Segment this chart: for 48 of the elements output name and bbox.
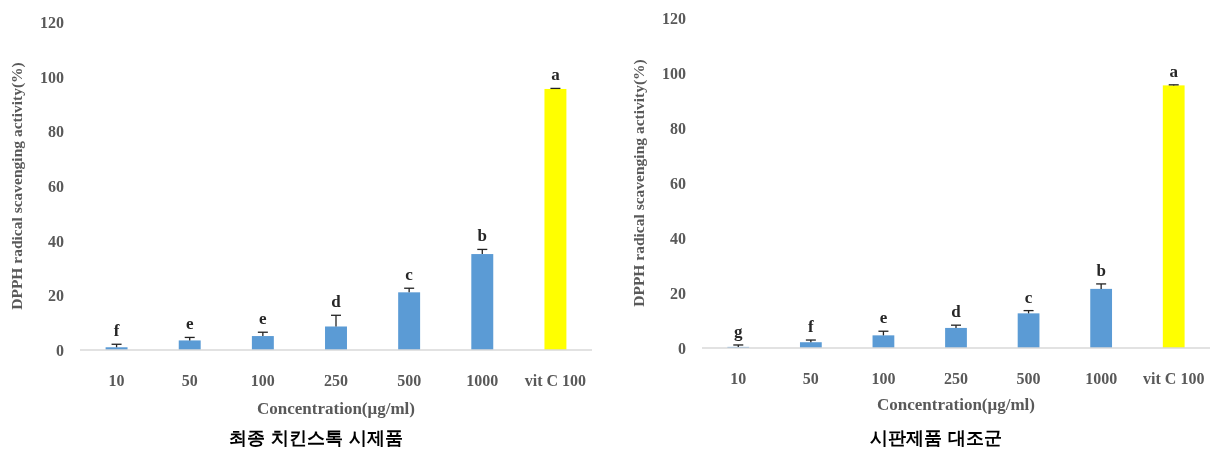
y-tick-label: 100: [40, 68, 64, 86]
x-tick-label: 1000: [1085, 370, 1118, 387]
x-tick-label: 500: [1016, 370, 1041, 387]
y-axis-title: DPPH radical scavenging activity(%): [7, 62, 26, 310]
y-tick-label: 80: [48, 123, 64, 141]
y-tick-label: 20: [48, 287, 64, 305]
annotation: c: [1024, 287, 1033, 307]
y-tick-label: 120: [662, 10, 686, 27]
y-tick-label: 120: [40, 14, 64, 31]
annotation: b: [1096, 260, 1106, 280]
annotation: f: [113, 321, 120, 341]
y-tick-label: 20: [670, 285, 686, 302]
annotation: a: [551, 65, 561, 85]
y-tick-label: 0: [56, 342, 64, 359]
text: 시판제품 대조군: [869, 427, 1003, 448]
x-tick-label: 250: [324, 372, 348, 389]
y-tick-label: 40: [670, 230, 686, 247]
annotation: c: [405, 265, 414, 285]
annotation: b: [477, 226, 488, 246]
x-tick-label: 1000: [466, 372, 499, 389]
x-axis-title: Concentration(μg/ml): [877, 395, 1035, 414]
x-tick-label: vit C 100: [524, 372, 587, 389]
x-tick-label: 50: [802, 370, 819, 387]
x-tick-label: 10: [108, 372, 125, 389]
annotation: f: [808, 317, 815, 337]
x-tick-label: 50: [181, 372, 198, 389]
x-tick-label: 500: [397, 372, 422, 389]
x-tick-label: 100: [871, 370, 896, 387]
y-axis-title: DPPH radical scavenging activity(%): [629, 59, 648, 307]
y-tick-label: 60: [670, 175, 686, 192]
y-tick-label: 0: [678, 340, 686, 357]
x-tick-label: 250: [944, 370, 968, 387]
y-tick-label: 40: [48, 232, 64, 250]
annotation: e: [879, 308, 888, 328]
y-tick-label: 100: [662, 65, 686, 82]
x-tick-label: 100: [250, 372, 275, 389]
text: 최종 치킨스톡 시제품: [228, 427, 404, 448]
x-tick-label: vit C 100: [1143, 370, 1205, 387]
y-tick-label: 80: [670, 120, 686, 137]
x-tick-label: 10: [730, 370, 747, 387]
annotation: e: [259, 309, 268, 329]
annotation: e: [185, 314, 194, 334]
x-axis-title: Concentration(μg/ml): [257, 399, 415, 418]
annotation: a: [1169, 61, 1179, 81]
annotation: g: [734, 321, 744, 341]
annotation: d: [951, 302, 962, 322]
annotation: d: [331, 292, 342, 312]
y-tick-label: 60: [48, 178, 64, 195]
